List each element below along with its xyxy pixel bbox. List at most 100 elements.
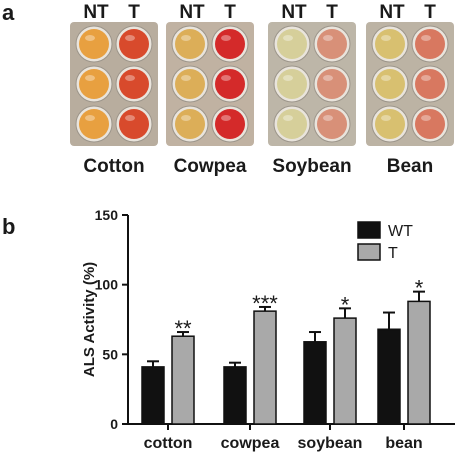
well-highlight (125, 35, 135, 41)
bar-group-soybean: * soybean (298, 292, 363, 452)
panel-a-letter: a (2, 0, 15, 25)
well-t (215, 29, 245, 59)
legend-label-wt: WT (388, 223, 413, 240)
well-t (215, 109, 245, 139)
well-nt (375, 29, 405, 59)
well-highlight (181, 35, 191, 41)
significance-marker: * (415, 276, 424, 301)
well-highlight (283, 115, 293, 121)
bar-t-cowpea (253, 310, 277, 425)
panel-b-bar-chart: b 0 50 100 150 ALS Activity (%) ** cotton *** co… (2, 207, 455, 452)
y-tick-label: 0 (110, 416, 118, 432)
well-highlight (421, 115, 431, 121)
bar-group-bean: * bean (377, 276, 431, 452)
bar-t-cotton (171, 335, 195, 425)
well-nt (175, 109, 205, 139)
plates-group: NT T Cotton NT T Cowpea NT T Soybean NT T Bean (70, 2, 454, 177)
x-tick-label: soybean (298, 435, 363, 452)
well-nt (375, 69, 405, 99)
well-nt (277, 29, 307, 59)
crop-label: Cotton (83, 156, 144, 177)
well-t (317, 29, 347, 59)
well-highlight (85, 75, 95, 81)
plate-bean: NT T Bean (366, 2, 454, 177)
bar-wt-soybean (303, 341, 327, 425)
t-label: T (424, 2, 436, 23)
well-t (119, 109, 149, 139)
well-highlight (381, 115, 391, 121)
crop-label: Bean (387, 156, 433, 177)
well-highlight (323, 75, 333, 81)
significance-marker: ** (174, 316, 192, 341)
well-highlight (125, 115, 135, 121)
bar-group-cotton: ** cotton (141, 316, 195, 452)
well-t (119, 69, 149, 99)
bar-t-soybean (333, 317, 357, 425)
well-nt (79, 29, 109, 59)
legend-swatch-t (357, 243, 381, 261)
t-label: T (326, 2, 338, 23)
well-t (415, 29, 445, 59)
legend: WT T (357, 221, 413, 262)
plate-soybean: NT T Soybean (268, 2, 356, 177)
x-tick-label: cowpea (221, 435, 280, 452)
legend-swatch-wt (357, 221, 381, 239)
nt-label: NT (379, 2, 405, 23)
well-highlight (421, 35, 431, 41)
well-highlight (181, 75, 191, 81)
crop-label: Soybean (272, 156, 351, 177)
y-tick-label: 100 (95, 277, 119, 293)
well-nt (175, 29, 205, 59)
well-highlight (221, 75, 231, 81)
bar-group-cowpea: *** cowpea (221, 291, 280, 452)
bar-wt-cotton (141, 366, 165, 425)
well-highlight (323, 115, 333, 121)
well-nt (277, 109, 307, 139)
well-t (317, 69, 347, 99)
well-nt (175, 69, 205, 99)
t-label: T (128, 2, 140, 23)
well-nt (79, 69, 109, 99)
well-highlight (283, 35, 293, 41)
well-t (215, 69, 245, 99)
legend-label-t: T (388, 245, 398, 262)
nt-label: NT (83, 2, 109, 23)
well-highlight (125, 75, 135, 81)
well-highlight (381, 75, 391, 81)
well-highlight (181, 115, 191, 121)
well-t (415, 69, 445, 99)
well-nt (277, 69, 307, 99)
crop-label: Cowpea (174, 156, 247, 177)
bar-wt-bean (377, 328, 401, 425)
nt-label: NT (281, 2, 307, 23)
well-nt (375, 109, 405, 139)
well-highlight (421, 75, 431, 81)
bar-t-bean (407, 300, 431, 425)
well-highlight (221, 35, 231, 41)
well-highlight (323, 35, 333, 41)
panel-b-letter: b (2, 214, 15, 239)
significance-marker: *** (252, 291, 278, 316)
well-highlight (283, 75, 293, 81)
plate-cowpea: NT T Cowpea (166, 2, 254, 177)
well-highlight (381, 35, 391, 41)
well-t (415, 109, 445, 139)
nt-label: NT (179, 2, 205, 23)
well-t (119, 29, 149, 59)
well-highlight (221, 115, 231, 121)
y-axis-label: ALS Activity (%) (81, 262, 98, 377)
well-highlight (85, 35, 95, 41)
well-t (317, 109, 347, 139)
panel-a-plate-photos: a NT T Cotton NT T Cowpea NT T Soybean NT T Bean (2, 0, 454, 177)
x-tick-label: cotton (144, 435, 193, 452)
y-tick-label: 150 (95, 207, 119, 223)
well-nt (79, 109, 109, 139)
als-activity-chart: 0 50 100 150 ALS Activity (%) ** cotton *** cowp… (81, 207, 455, 452)
t-label: T (224, 2, 236, 23)
well-highlight (85, 115, 95, 121)
plate-cotton: NT T Cotton (70, 2, 158, 177)
x-tick-label: bean (385, 435, 422, 452)
bar-wt-cowpea (223, 366, 247, 425)
y-tick-label: 50 (102, 346, 118, 362)
